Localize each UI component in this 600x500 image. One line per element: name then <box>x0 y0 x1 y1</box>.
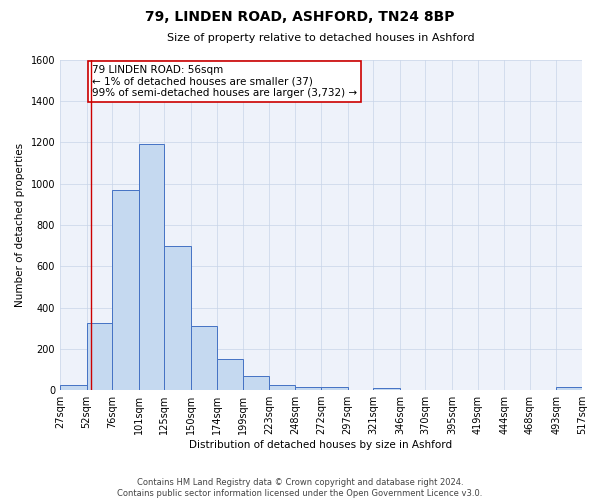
Bar <box>112 190 139 390</box>
Text: 79 LINDEN ROAD: 56sqm
← 1% of detached houses are smaller (37)
99% of semi-detac: 79 LINDEN ROAD: 56sqm ← 1% of detached h… <box>92 65 357 98</box>
Bar <box>139 144 164 390</box>
Bar <box>164 246 191 390</box>
Bar <box>86 323 112 390</box>
X-axis label: Distribution of detached houses by size in Ashford: Distribution of detached houses by size … <box>190 440 452 450</box>
Bar <box>217 359 243 390</box>
Bar <box>295 387 321 390</box>
Text: 79, LINDEN ROAD, ASHFORD, TN24 8BP: 79, LINDEN ROAD, ASHFORD, TN24 8BP <box>145 10 455 24</box>
Text: Contains HM Land Registry data © Crown copyright and database right 2024.
Contai: Contains HM Land Registry data © Crown c… <box>118 478 482 498</box>
Y-axis label: Number of detached properties: Number of detached properties <box>15 143 25 307</box>
Bar <box>556 387 582 390</box>
Title: Size of property relative to detached houses in Ashford: Size of property relative to detached ho… <box>167 32 475 42</box>
Bar <box>373 388 400 390</box>
Bar <box>243 376 269 390</box>
Bar <box>191 326 217 390</box>
Bar <box>321 387 347 390</box>
Bar <box>269 385 295 390</box>
Bar <box>60 385 86 390</box>
